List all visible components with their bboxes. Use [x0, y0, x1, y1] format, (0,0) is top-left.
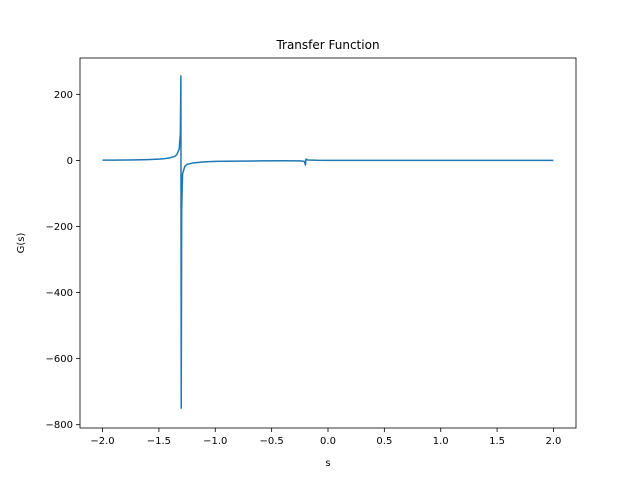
series-line-0 — [102, 75, 554, 409]
x-tick-label: 2.0 — [546, 436, 562, 447]
x-tick-label: −2.0 — [90, 436, 114, 447]
y-tick-label: −400 — [46, 288, 73, 299]
x-tick-label: 1.0 — [433, 436, 449, 447]
y-tick-label: −800 — [46, 420, 73, 431]
x-tick-label: −0.5 — [259, 436, 283, 447]
y-tick-label: 200 — [54, 90, 73, 101]
x-tick-label: −1.0 — [203, 436, 227, 447]
x-axis-label: s — [325, 458, 330, 469]
y-tick-label: 0 — [67, 156, 73, 167]
x-tick-label: 0.5 — [376, 436, 392, 447]
y-axis-label: G(s) — [16, 233, 27, 254]
x-tick-label: 0.0 — [320, 436, 336, 447]
x-tick-label: 1.5 — [489, 436, 505, 447]
y-tick-label: −200 — [46, 222, 73, 233]
y-tick-label: −600 — [46, 354, 73, 365]
x-tick-label: −1.5 — [147, 436, 171, 447]
chart-title: Transfer Function — [275, 38, 379, 52]
